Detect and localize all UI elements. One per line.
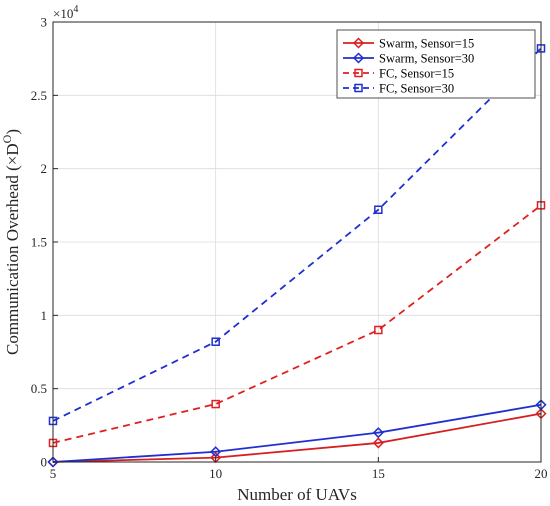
series-line [52,403,542,463]
legend-marker [354,83,363,93]
axis-ticks: 5 10 15 20 0 0.5 1 1.5 2 2.5 3 [31,15,548,482]
series-line [52,204,542,444]
data-point [372,437,384,449]
legend-entry: FC, Sensor=30 [343,82,454,96]
legend-entry: FC, Sensor=15 [343,67,454,81]
legend-label: FC, Sensor=15 [379,67,454,81]
series-line [52,47,542,422]
data-point [374,205,383,214]
y-tick-label: 1 [41,308,48,323]
legend-label: FC, Sensor=30 [379,82,454,96]
data-point [47,456,59,468]
legend-entry: Swarm, Sensor=15 [343,37,474,51]
y-tick-label: 1.5 [31,235,47,250]
data-point [211,337,220,346]
data-point [211,399,220,409]
x-tick-label: 15 [372,466,385,481]
legend-label: Swarm, Sensor=15 [379,37,474,51]
x-tick-label: 10 [209,466,222,481]
legend-marker [354,68,363,78]
legend-marker [352,37,365,49]
legend-box [336,29,536,99]
y-exponent-label: ×104 [53,4,78,21]
y-tick-label: 2 [41,161,48,176]
x-tick-label: 20 [535,466,548,481]
y-tick-label: 0.5 [31,381,47,396]
series-line [52,412,542,463]
y-tick-label: 3 [41,15,48,30]
y-tick-label: 0 [41,455,48,470]
series-4 [48,44,546,426]
data-point [210,446,222,458]
series-2 [47,399,547,468]
x-axis-label: Number of UAVs [237,485,357,504]
y-axis-label: Communication Overhead (×DO) [0,129,22,355]
y-tick-label: 2.5 [31,88,47,103]
series-layer [47,44,547,468]
data-point [372,427,384,439]
data-point [374,325,383,335]
legend-entry: Swarm, Sensor=30 [343,52,474,66]
legend-label: Swarm, Sensor=30 [379,52,474,66]
x-tick-label: 5 [50,466,57,481]
legend-marker [352,52,365,64]
